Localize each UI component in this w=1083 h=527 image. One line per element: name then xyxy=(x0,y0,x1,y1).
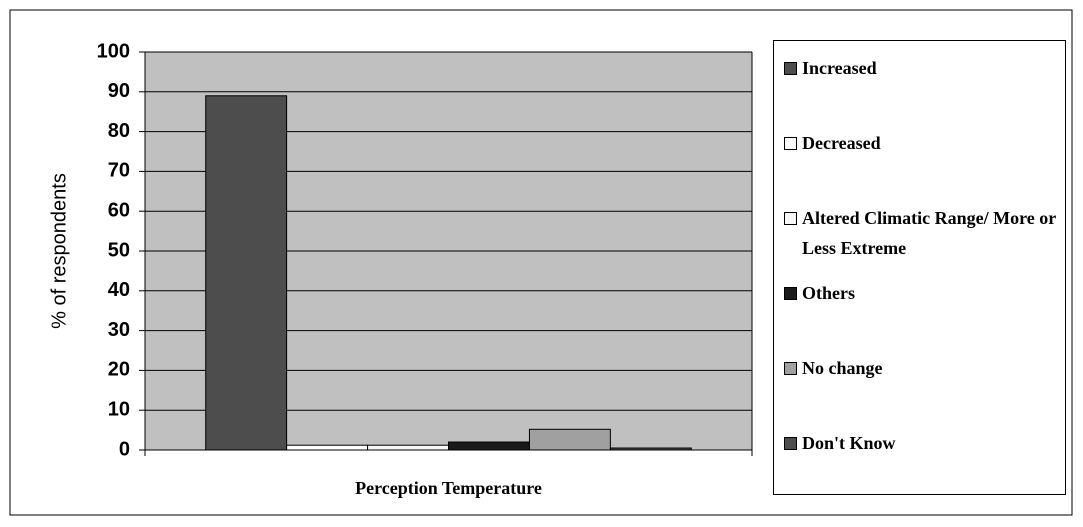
legend: Increased Decreased Altered Climatic Range… xyxy=(773,40,1066,495)
legend-swatch xyxy=(784,362,797,375)
y-tick-label: 40 xyxy=(108,279,130,301)
x-tick-label: Perception Temperature xyxy=(355,478,542,498)
y-tick-label: 80 xyxy=(108,120,130,142)
legend-label: No change xyxy=(802,358,883,378)
y-tick-label: 70 xyxy=(108,160,130,182)
y-tick-label: 50 xyxy=(108,239,130,261)
y-tick-label: 30 xyxy=(108,319,130,341)
bar xyxy=(528,428,611,451)
y-tick-label: 20 xyxy=(108,359,130,381)
bar xyxy=(286,444,369,451)
legend-entry: No change xyxy=(784,353,1059,383)
legend-entry: Decreased xyxy=(784,128,1059,158)
legend-label: Decreased xyxy=(802,133,881,153)
bar xyxy=(448,441,530,451)
y-tick-label: 90 xyxy=(108,80,130,102)
legend-swatch xyxy=(784,287,797,300)
y-axis-label: % of respondents xyxy=(48,173,70,329)
legend-label: Increased xyxy=(802,58,877,78)
legend-label: Others xyxy=(802,283,855,303)
legend-entry: Don't Know xyxy=(784,428,1059,458)
legend-label: Don't Know xyxy=(802,433,896,453)
legend-swatch xyxy=(784,437,797,450)
bar xyxy=(367,444,450,451)
y-tick-label: 10 xyxy=(108,398,130,420)
legend-label: Altered Climatic Range/ More or Less Ext… xyxy=(802,208,1056,258)
legend-swatch xyxy=(784,137,797,150)
y-tick-label: 100 xyxy=(97,40,130,62)
legend-entry: Increased xyxy=(784,53,1059,83)
legend-entry: Altered Climatic Range/ More or Less Ext… xyxy=(784,203,1059,263)
y-tick-label: 0 xyxy=(119,438,130,460)
bar xyxy=(205,95,288,451)
y-tick-label: 60 xyxy=(108,199,130,221)
legend-swatch xyxy=(784,62,797,75)
legend-entry: Others xyxy=(784,278,1059,308)
legend-swatch xyxy=(784,212,797,225)
